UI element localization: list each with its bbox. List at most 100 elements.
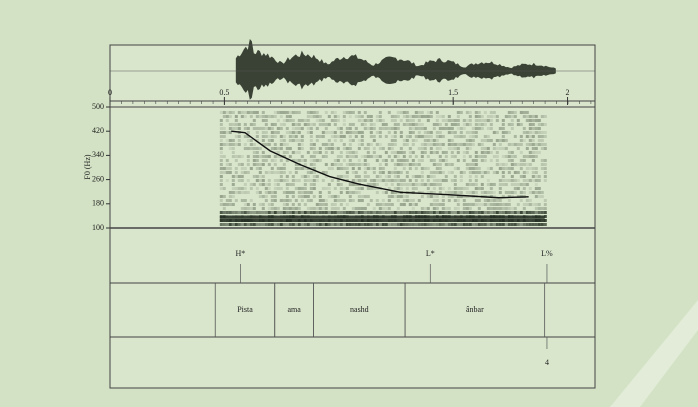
spectrogram-cell [376, 211, 379, 214]
spectrogram-cell [364, 175, 367, 178]
spectrogram-cell [331, 147, 334, 150]
spectrogram-cell [451, 179, 454, 182]
spectrogram-cell [394, 135, 397, 138]
spectrogram-cell [388, 155, 391, 158]
spectrogram-cell [370, 115, 373, 118]
spectrogram-cell [523, 175, 526, 178]
spectrogram-cell [229, 195, 232, 198]
spectrogram-cell [493, 131, 496, 134]
spectrogram-cell [385, 179, 388, 182]
spectrogram-cell [448, 223, 451, 226]
spectrogram-cell [289, 135, 292, 138]
spectrogram-cell [457, 199, 460, 202]
spectrogram-cell [520, 199, 523, 202]
spectrogram-cell [538, 207, 541, 210]
spectrogram-cell [310, 139, 313, 142]
spectrogram-cell [526, 131, 529, 134]
spectrogram-cell [349, 199, 352, 202]
spectrogram-cell [232, 111, 235, 114]
spectrogram-cell [274, 171, 277, 174]
spectrogram-cell [418, 111, 421, 114]
spectrogram-cell [328, 191, 331, 194]
spectrogram-cell [475, 119, 478, 122]
spectrogram-cell [352, 211, 355, 214]
spectrogram-cell [496, 163, 499, 166]
spectrogram-cell [445, 155, 448, 158]
spectrogram-cell [316, 223, 319, 226]
spectrogram-cell [541, 147, 544, 150]
spectrogram-cell [334, 139, 337, 142]
spectrogram-cell [403, 167, 406, 170]
spectrogram-cell [379, 155, 382, 158]
spectrogram-cell [262, 111, 265, 114]
spectrogram-cell [331, 203, 334, 206]
spectrogram-cell [346, 151, 349, 154]
spectrogram-cell [298, 191, 301, 194]
spectrogram-cell [313, 175, 316, 178]
spectrogram-cell [361, 123, 364, 126]
spectrogram-cell [376, 119, 379, 122]
spectrogram-cell [262, 139, 265, 142]
spectrogram-cell [274, 195, 277, 198]
spectrogram-cell [472, 135, 475, 138]
spectrogram-cell [397, 111, 400, 114]
spectrogram-cell [256, 115, 259, 118]
spectrogram-cell [247, 223, 250, 226]
spectrogram-cell [361, 155, 364, 158]
spectrogram-cell [298, 195, 301, 198]
spectrogram-cell [502, 135, 505, 138]
spectrogram-cell [445, 191, 448, 194]
spectrogram-cell [313, 183, 316, 186]
spectrogram-cell [427, 167, 430, 170]
spectrogram-cell [520, 211, 523, 214]
spectrogram-cell [262, 159, 265, 162]
spectrogram-cell [280, 159, 283, 162]
spectrogram-cell [286, 203, 289, 206]
spectrogram-cell [439, 159, 442, 162]
spectrogram-cell [514, 207, 517, 210]
spectrogram-cell [340, 151, 343, 154]
spectrogram-cell [448, 143, 451, 146]
spectrogram-cell [475, 223, 478, 226]
spectrogram-cell [259, 195, 262, 198]
spectrogram-cell [532, 115, 535, 118]
spectrogram-cell [232, 155, 235, 158]
spectrogram-cell [499, 207, 502, 210]
spectrogram-cell [439, 127, 442, 130]
spectrogram-cell [514, 211, 517, 214]
spectrogram-cell [334, 147, 337, 150]
spectrogram-cell [484, 159, 487, 162]
spectrogram-cell [451, 119, 454, 122]
spectrogram-cell [469, 139, 472, 142]
spectrogram-cell [427, 179, 430, 182]
spectrogram-cell [511, 151, 514, 154]
spectrogram-cell [253, 111, 256, 114]
spectrogram-cell [436, 163, 439, 166]
spectrogram-cell [475, 131, 478, 134]
spectrogram-cell [343, 111, 346, 114]
spectrogram-cell [382, 147, 385, 150]
spectrogram-cell [460, 223, 463, 226]
spectrogram-cell [298, 123, 301, 126]
spectrogram-cell [349, 163, 352, 166]
spectrogram-cell [505, 203, 508, 206]
spectrogram-cell [427, 187, 430, 190]
spectrogram-cell [346, 223, 349, 226]
spectrogram-cell [232, 151, 235, 154]
spectrogram-cell [388, 223, 391, 226]
spectrogram-cell [454, 199, 457, 202]
spectrogram-cell [535, 171, 538, 174]
spectrogram-cell [493, 147, 496, 150]
spectrogram-cell [232, 127, 235, 130]
spectrogram-cell [505, 115, 508, 118]
spectrogram-cell [373, 135, 376, 138]
spectrogram-cell [352, 131, 355, 134]
spectrogram-cell [394, 175, 397, 178]
spectrogram-cell [529, 167, 532, 170]
spectrogram-cell [367, 187, 370, 190]
spectrogram-cell [475, 135, 478, 138]
spectrogram-cell [319, 199, 322, 202]
spectrogram-cell [517, 187, 520, 190]
spectrogram-cell [328, 123, 331, 126]
spectrogram-cell [439, 171, 442, 174]
